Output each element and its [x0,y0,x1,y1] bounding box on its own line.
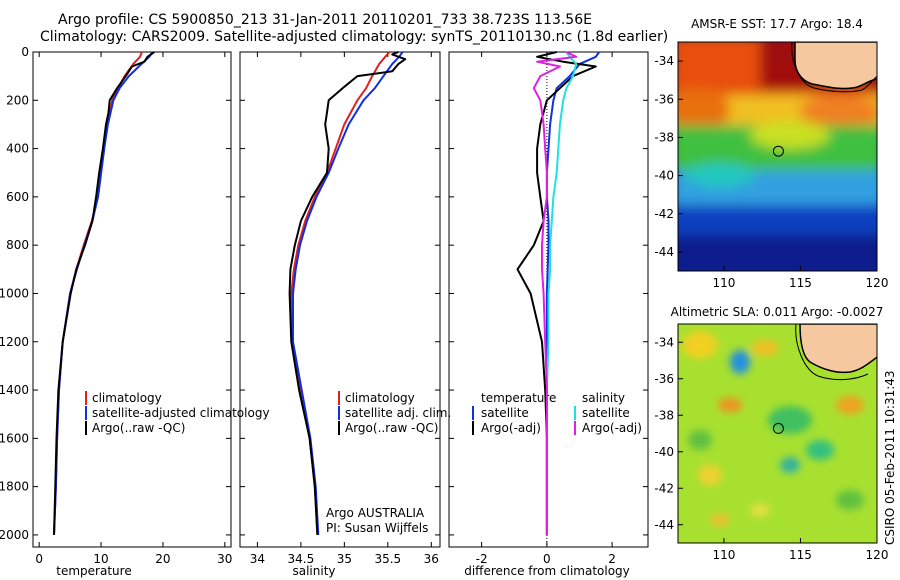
y-tick-label: -38 [654,408,674,422]
y-tick-label: -40 [654,445,674,459]
x-tick-label: 10 [93,552,108,566]
legend-label-sal-satellite: satellite [582,406,630,420]
y-tick-label: -36 [654,92,674,106]
y-tick-label: 400 [6,142,29,156]
legend-label-satellite: satellite-adjusted climatology [92,406,270,420]
y-tick-label: 0 [21,45,29,59]
sst-field [678,42,877,271]
x-tick-label: 35.5 [374,552,401,566]
legend-heading-salinity: salinity [582,391,625,405]
x-tick-label: 34 [250,552,265,566]
salinity-panel: 34 34.5 35 35.5 36 [239,51,441,566]
series-line-argo-raw-qc- [53,51,155,535]
x-tick-label: 30 [217,552,232,566]
y-tick-label: 1800 [0,480,29,494]
temperature-xlabel: temperature [56,564,131,578]
y-tick-label: -38 [654,130,674,144]
x-tick-label: 115 [789,548,812,562]
argo-location-marker [772,422,784,434]
difference-xlabel: difference from climatology [464,564,630,578]
x-tick-label: 115 [789,276,812,290]
series-line-temperature-argo-adj- [516,51,597,535]
side-timestamp: CSIRO 05-Feb-2011 10:31:43 [883,370,897,545]
y-tick-label: 800 [6,238,29,252]
y-tick-label: -42 [654,207,674,221]
series-line-argo-raw-qc- [288,51,407,535]
y-tick-label: 1400 [0,383,29,397]
sst-map-frame [677,41,878,272]
y-tick-label: 600 [6,190,29,204]
legend-heading-temperature: temperature [481,391,556,405]
argo-annotation-line2: PI: Susan Wijffels [326,521,428,535]
y-tick-label: 1600 [0,431,29,445]
series-line-salinity-satellite [545,51,578,535]
legend-label-sal-argo: Argo(-adj) [582,421,642,435]
y-tick-label: -42 [654,481,674,495]
temperature-panel: 0 10 20 30 0 200 400 600 800 1000 1200 1400 1600 1800… [0,45,232,566]
series-line-climatology [53,51,143,535]
coast-contour [791,42,877,93]
series-line-salinity-argo-adj- [532,51,578,535]
sla-map-frame [677,323,878,544]
y-tick-label: 1000 [0,286,29,300]
x-tick-label: 120 [866,276,889,290]
x-tick-label: 36 [424,552,439,566]
y-tick-label: -40 [654,169,674,183]
x-tick-label: 0 [35,552,43,566]
salinity-legend: climatology satellite adj. clim. Argo(..… [338,391,451,435]
y-tick-label: -44 [654,245,674,259]
x-tick-label: 120 [866,548,889,562]
legend-label-argo: Argo(..raw -QC) [92,421,185,435]
y-tick-label: -44 [654,518,674,532]
series-line-temperature-satellite [545,51,600,535]
difference-panel: -2 0 2 [448,51,649,566]
sla-map-axes: 110 115 120 -34 -36 -38 -40 -42 -44 [654,335,888,562]
x-tick-label: 110 [712,548,735,562]
legend-label-argo: Argo(..raw -QC) [345,421,438,435]
x-tick-label: 110 [712,276,735,290]
legend-label-climatology: climatology [345,391,415,405]
y-tick-label: 2000 [0,528,29,542]
difference-legend: temperature satellite Argo(-adj) salinit… [472,391,642,435]
argo-annotation-line1: Argo AUSTRALIA [326,506,425,520]
x-tick-label: 0 [543,552,551,566]
x-tick-label: 20 [155,552,170,566]
x-tick-label: 34.5 [288,552,315,566]
sst-map-title: AMSR-E SST: 17.7 Argo: 18.4 [691,17,863,31]
legend-label-temp-satellite: satellite [481,406,529,420]
series-line-climatology [290,51,391,535]
y-tick-label: -34 [654,54,674,68]
coast-contour [795,324,869,381]
coastline-shape [799,324,877,374]
x-tick-label: 35 [337,552,352,566]
argo-location-marker [772,145,784,157]
temperature-legend: climatology satellite-adjusted climatolo… [85,391,270,435]
x-tick-label: -2 [476,552,488,566]
legend-label-satellite: satellite adj. clim. [345,406,451,420]
y-tick-label: 200 [6,93,29,107]
temperature-panel-frame [32,51,232,548]
coastline-shape [794,42,877,90]
salinity-panel-frame [239,51,441,548]
y-tick-label: -34 [654,335,674,349]
x-tick-label: 2 [608,552,616,566]
sla-map-title: Altimetric SLA: 0.011 Argo: -0.0027 [671,305,884,319]
series-line-satellite-adjusted-climatology [53,51,154,535]
legend-label-climatology: climatology [92,391,162,405]
chart-title-line1: Argo profile: CS 5900850_213 31-Jan-2011… [58,12,592,28]
y-tick-label: 1200 [0,335,29,349]
difference-panel-frame [448,51,649,548]
chart-title-line2: Climatology: CARS2009. Satellite-adjuste… [40,29,669,45]
y-tick-label: -36 [654,372,674,386]
series-line-satellite-adj-clim- [292,51,404,535]
sst-map-axes: 110 115 120 -34 -36 -38 -40 -42 -44 [654,54,888,290]
salinity-xlabel: salinity [292,564,335,578]
legend-label-temp-argo: Argo(-adj) [481,421,541,435]
